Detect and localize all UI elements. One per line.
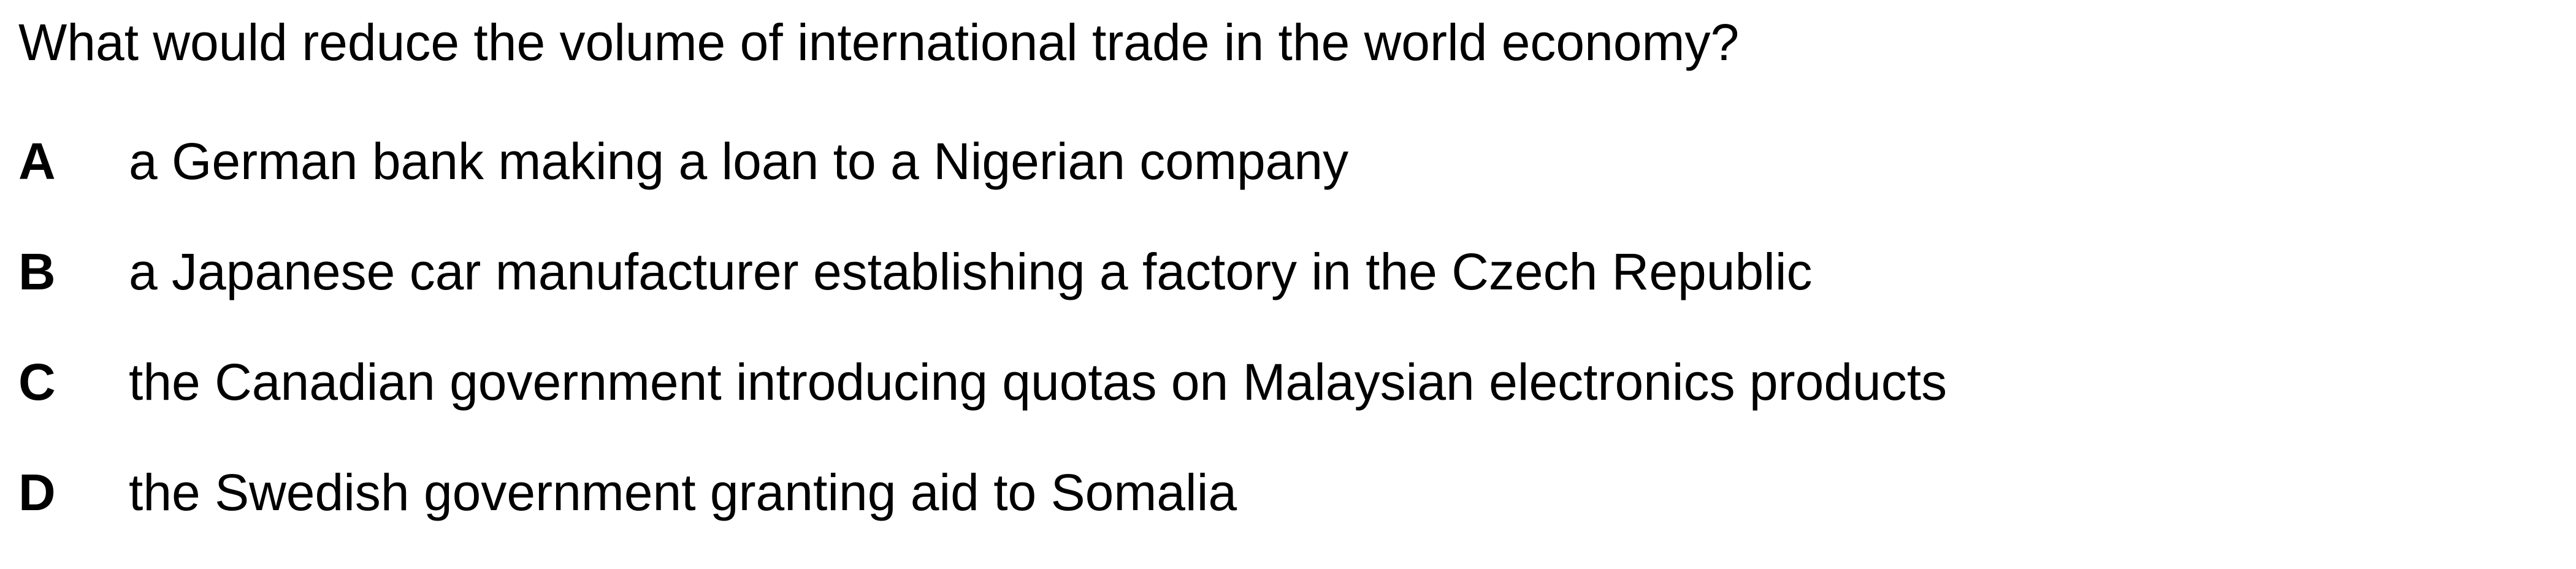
option-a: A a German bank making a loan to a Niger… [18, 128, 2532, 238]
option-letter: D [18, 464, 56, 521]
option-b: B a Japanese car manufacturer establishi… [18, 238, 2532, 348]
option-letter: B [18, 243, 56, 300]
option-text: a German bank making a loan to a Nigeria… [129, 132, 1349, 190]
option-text: the Canadian government introducing quot… [129, 353, 1947, 411]
option-letter: C [18, 353, 56, 411]
option-text: a Japanese car manufacturer establishing… [129, 243, 1813, 300]
option-d: D the Swedish government granting aid to… [18, 459, 2532, 569]
answer-options: A a German bank making a loan to a Niger… [18, 128, 2532, 569]
option-c: C the Canadian government introducing qu… [18, 348, 2532, 459]
option-letter: A [18, 132, 56, 190]
option-text: the Swedish government granting aid to S… [129, 464, 1237, 521]
question-text: What would reduce the volume of internat… [18, 13, 1740, 71]
